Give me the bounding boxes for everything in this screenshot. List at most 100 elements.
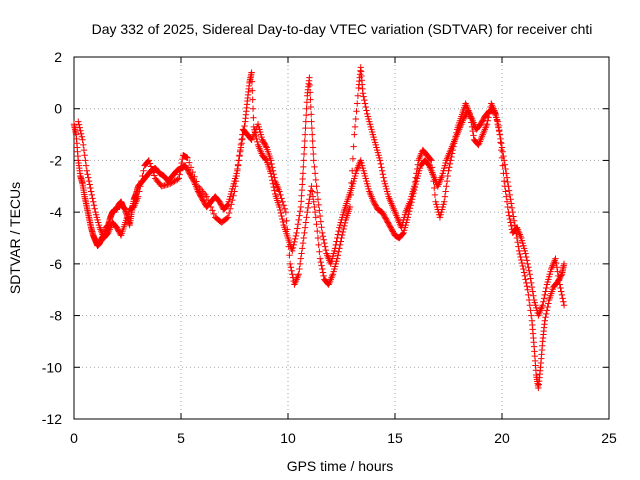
data-point-marker bbox=[335, 227, 342, 235]
data-point-marker bbox=[430, 177, 437, 185]
data-point-marker bbox=[276, 206, 284, 214]
data-point-marker bbox=[492, 110, 499, 118]
data-point-marker bbox=[520, 265, 527, 273]
data-point-marker bbox=[289, 271, 296, 278]
data-point-marker bbox=[443, 183, 450, 190]
data-point-marker bbox=[297, 198, 305, 205]
data-point-marker bbox=[353, 108, 360, 115]
data-point-marker bbox=[540, 295, 548, 302]
data-point-marker bbox=[411, 183, 418, 190]
data-point-marker bbox=[359, 90, 367, 97]
data-point-marker bbox=[276, 188, 283, 195]
data-point-marker bbox=[496, 131, 504, 138]
data-point-marker bbox=[485, 114, 492, 121]
data-point-marker bbox=[526, 302, 534, 309]
data-point-marker bbox=[294, 225, 301, 232]
data-point-marker bbox=[560, 260, 568, 268]
data-point-marker bbox=[500, 170, 507, 177]
data-point-marker bbox=[234, 162, 242, 169]
data-point-marker bbox=[446, 164, 453, 171]
data-point-marker bbox=[518, 259, 526, 267]
data-point-marker bbox=[483, 121, 491, 128]
data-point-marker bbox=[230, 192, 237, 199]
data-point-marker bbox=[75, 118, 82, 125]
data-point-marker bbox=[516, 250, 524, 258]
data-point-marker bbox=[316, 248, 323, 255]
data-point-marker bbox=[174, 176, 181, 183]
data-point-marker bbox=[351, 123, 359, 131]
data-point-marker bbox=[545, 300, 552, 307]
data-point-marker bbox=[317, 218, 325, 225]
data-point-marker bbox=[89, 195, 96, 202]
data-point-marker bbox=[553, 259, 560, 267]
data-point-marker bbox=[135, 193, 142, 200]
data-point-marker bbox=[86, 181, 93, 188]
data-point-marker bbox=[277, 209, 285, 217]
data-point-marker bbox=[498, 154, 506, 162]
data-point-marker bbox=[413, 165, 421, 173]
plot-frame bbox=[73, 56, 610, 420]
data-point-marker bbox=[349, 155, 357, 162]
data-point-marker bbox=[335, 248, 342, 255]
data-point-marker bbox=[297, 203, 305, 211]
data-point-marker bbox=[237, 141, 245, 149]
data-point-marker bbox=[299, 245, 306, 252]
data-point-marker bbox=[526, 271, 534, 278]
data-point-marker bbox=[556, 281, 563, 288]
data-point-marker bbox=[297, 255, 305, 262]
data-point-marker bbox=[77, 130, 85, 137]
data-point-marker bbox=[308, 124, 316, 132]
data-point-marker bbox=[308, 183, 315, 190]
data-point-marker bbox=[428, 157, 435, 164]
data-point-marker bbox=[539, 302, 546, 309]
data-point-marker bbox=[380, 174, 387, 181]
data-point-marker bbox=[559, 295, 566, 302]
data-point-marker bbox=[316, 255, 324, 262]
data-point-marker bbox=[304, 204, 312, 212]
data-point-marker bbox=[449, 146, 456, 154]
data-point-marker bbox=[552, 255, 559, 262]
data-point-marker bbox=[555, 272, 562, 280]
data-point-marker bbox=[282, 208, 290, 216]
data-point-marker bbox=[294, 221, 302, 228]
data-point-marker bbox=[503, 174, 511, 181]
data-point-marker bbox=[517, 253, 524, 261]
data-point-marker bbox=[310, 150, 317, 158]
data-point-marker bbox=[443, 177, 451, 185]
data-point-marker bbox=[510, 217, 518, 224]
data-point-marker bbox=[313, 221, 320, 228]
data-point-marker bbox=[530, 292, 537, 299]
data-point-marker bbox=[506, 191, 514, 199]
data-point-marker bbox=[299, 175, 306, 183]
data-point-marker bbox=[484, 117, 491, 124]
data-point-marker bbox=[354, 92, 362, 99]
data-point-marker bbox=[560, 298, 567, 305]
data-point-marker bbox=[558, 288, 565, 295]
data-point-marker bbox=[508, 200, 515, 207]
data-point-marker bbox=[279, 218, 287, 226]
data-point-marker bbox=[399, 230, 407, 237]
data-point-marker bbox=[447, 157, 454, 164]
data-point-marker bbox=[309, 188, 316, 195]
data-point-marker bbox=[450, 143, 457, 150]
data-point-marker bbox=[307, 96, 314, 103]
data-point-marker bbox=[508, 222, 515, 230]
data-point-marker bbox=[469, 127, 476, 135]
y-axis-label: SDTVAR / TECUs bbox=[7, 182, 23, 294]
data-point-marker bbox=[184, 154, 191, 162]
data-point-marker bbox=[337, 238, 344, 245]
data-point-marker bbox=[558, 291, 566, 299]
data-point-marker bbox=[524, 260, 531, 268]
data-point-marker bbox=[140, 167, 147, 174]
data-point-marker bbox=[543, 307, 551, 314]
x-tick-label: 20 bbox=[494, 430, 510, 446]
data-markers bbox=[70, 64, 568, 392]
data-point-marker bbox=[527, 275, 534, 282]
data-point-marker bbox=[352, 115, 359, 123]
data-point-marker bbox=[231, 188, 238, 195]
data-point-marker bbox=[232, 177, 240, 185]
data-point-marker bbox=[336, 245, 343, 252]
data-point-marker bbox=[554, 268, 561, 275]
data-point-marker bbox=[351, 131, 358, 138]
